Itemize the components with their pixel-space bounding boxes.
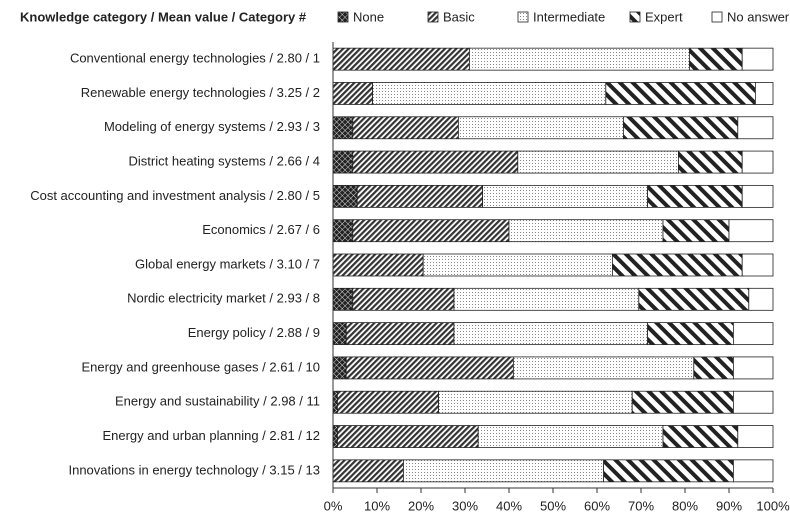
y-tick-label: District heating systems / 2.66 / 4: [129, 154, 320, 169]
bar-segment: [332, 219, 354, 243]
y-tick-label: Innovations in energy technology / 3.15 …: [68, 462, 320, 477]
legend-label: Intermediate: [533, 9, 605, 24]
x-tick-label: 90%: [716, 498, 742, 513]
bar-segment: [332, 356, 347, 380]
bar-segment: [332, 253, 424, 277]
x-tick-label: 40%: [496, 498, 522, 513]
bar-segment: [372, 82, 607, 105]
bar-segment: [693, 356, 734, 380]
legend-label: No answer: [727, 9, 790, 24]
y-tick-label: Nordic electricity market / 2.93 / 8: [127, 291, 320, 306]
bar-segment: [332, 287, 354, 311]
x-tick-label: 60%: [584, 498, 610, 513]
y-tick-label: Energy and urban planning / 2.81 / 12: [102, 428, 320, 443]
bar-segment: [332, 116, 354, 140]
bar-segment: [422, 253, 613, 277]
legend-swatch: [337, 11, 349, 23]
bar-segment: [737, 116, 774, 140]
bar-segment: [623, 116, 739, 140]
x-tick-label: 20%: [408, 498, 434, 513]
bar-segment: [748, 287, 774, 311]
bar-segment: [662, 425, 739, 448]
chart-title: Knowledge category / Mean value / Catego…: [20, 9, 307, 24]
x-tick-label: 30%: [452, 498, 478, 513]
x-tick-label: 100%: [756, 498, 790, 513]
y-tick-label: Global energy markets / 3.10 / 7: [135, 256, 320, 271]
x-tick-label: 0%: [324, 498, 343, 513]
bar-segment: [468, 47, 690, 71]
bar-segment: [457, 116, 624, 140]
bar-segment: [612, 253, 743, 277]
legend-label: Expert: [645, 9, 683, 24]
bar-segment: [605, 82, 756, 105]
bar-segment: [733, 322, 774, 346]
bar-segment: [638, 287, 750, 311]
bar-segment: [662, 219, 730, 243]
bar-segment: [332, 47, 470, 71]
y-tick-label: Energy policy / 2.88 / 9: [188, 325, 320, 340]
bar-segment: [728, 219, 774, 243]
y-tick-label: Economics / 2.67 / 6: [202, 222, 320, 237]
bar-segment: [733, 356, 774, 380]
bar-segment: [689, 47, 743, 71]
bar-segment: [741, 150, 774, 174]
bar-segment: [647, 184, 743, 208]
bar-segment: [603, 459, 734, 483]
bar-segment: [352, 116, 459, 140]
legend-swatch: [711, 11, 723, 23]
bar-segment: [517, 150, 679, 174]
y-tick-label: Energy and greenhouse gases / 2.61 / 10: [81, 359, 320, 374]
bar-segment: [647, 322, 734, 346]
bar-segment: [741, 47, 774, 71]
x-tick-label: 80%: [672, 498, 698, 513]
bar-segment: [453, 322, 649, 346]
legend-swatch: [629, 11, 641, 23]
bar-segment: [332, 322, 347, 346]
bar-segment: [678, 150, 743, 174]
bar-segment: [356, 184, 484, 208]
bar-segment: [741, 253, 774, 277]
bar-segment: [477, 425, 664, 448]
y-tick-label: Energy and sustainability / 2.98 / 11: [115, 394, 320, 409]
bar-segment: [332, 390, 338, 414]
x-tick-label: 10%: [364, 498, 390, 513]
x-tick-label: 50%: [540, 498, 566, 513]
bar-segment: [513, 356, 695, 380]
bar-segment: [336, 425, 479, 448]
legend-label: None: [353, 9, 384, 24]
bar-segment: [352, 287, 455, 311]
legend-swatch: [517, 11, 529, 23]
bar-segment: [733, 390, 774, 414]
y-tick-label: Conventional energy technologies / 2.80 …: [70, 51, 320, 66]
bar-segment: [332, 459, 404, 483]
bar-segment: [402, 459, 604, 483]
x-tick-label: 70%: [628, 498, 654, 513]
y-tick-label: Renewable energy technologies / 3.25 / 2: [81, 85, 320, 100]
legend-label: Basic: [443, 9, 475, 24]
legend-swatch: [427, 11, 439, 23]
bar-segment: [755, 82, 774, 105]
bar-segment: [482, 184, 649, 208]
bar-segment: [332, 425, 338, 448]
bar-segment: [741, 184, 774, 208]
bar-segment: [332, 150, 354, 174]
bar-segment: [336, 390, 439, 414]
y-tick-label: Modeling of energy systems / 2.93 / 3: [104, 119, 320, 134]
bar-segment: [733, 459, 774, 483]
bar-segment: [631, 390, 734, 414]
bar-segment: [453, 287, 640, 311]
bar-segment: [352, 150, 519, 174]
bar-segment: [332, 82, 373, 105]
y-tick-label: Cost accounting and investment analysis …: [30, 188, 320, 203]
bar-segment: [352, 219, 510, 243]
bar-segment: [345, 356, 514, 380]
bar-segment: [345, 322, 455, 346]
bar-segment: [737, 425, 774, 448]
bar-segment: [508, 219, 664, 243]
bar-segment: [332, 184, 358, 208]
bar-segment: [438, 390, 633, 414]
